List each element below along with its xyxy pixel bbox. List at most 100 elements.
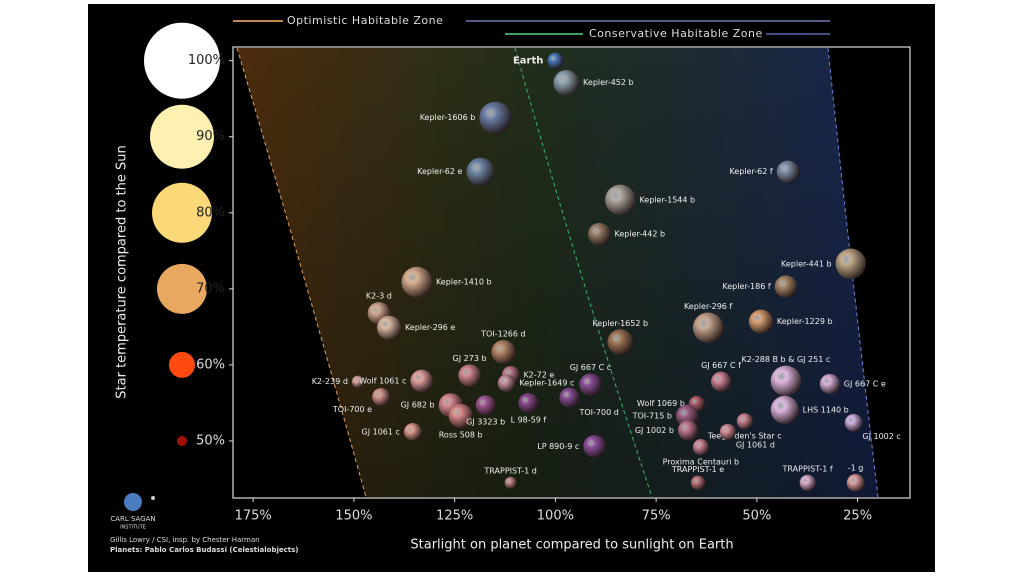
planet-label: GJ 1002 c bbox=[862, 432, 900, 441]
star-swatch bbox=[169, 351, 195, 378]
planet bbox=[692, 439, 709, 456]
planet-label: GJ 667 C c bbox=[570, 363, 611, 372]
planet-label: TRAPPIST-1 f bbox=[782, 464, 833, 473]
planet bbox=[403, 423, 422, 441]
planet-label: Kepler-62 e bbox=[417, 167, 462, 176]
planet bbox=[675, 404, 699, 428]
planet-label: GJ 3323 b bbox=[466, 418, 505, 427]
conservative-edge bbox=[514, 47, 653, 498]
planet-label: Kepler-441 b bbox=[781, 259, 832, 268]
planet-label: -1 g bbox=[848, 463, 864, 472]
planet-label: Wolf 1061 c bbox=[359, 376, 406, 385]
planet-label: Teegarden's Star c bbox=[707, 432, 782, 441]
y-axis-label: Star temperature compared to the Sun bbox=[115, 145, 130, 398]
x-tick-label: 125% bbox=[436, 509, 473, 524]
planet bbox=[579, 373, 602, 396]
planet bbox=[835, 248, 866, 279]
planet-label: Kepler-452 b bbox=[583, 78, 634, 87]
planet-label: Earth bbox=[513, 56, 543, 67]
planet-label: Kepler-1544 b bbox=[639, 195, 695, 204]
planet bbox=[547, 52, 564, 69]
x-tick-label: 25% bbox=[843, 509, 872, 524]
planet bbox=[770, 365, 802, 397]
star-swatch bbox=[152, 182, 212, 243]
logo bbox=[151, 496, 155, 500]
logo-text: CARL SAGAN bbox=[110, 515, 155, 523]
planet bbox=[583, 435, 606, 458]
planet bbox=[410, 369, 433, 393]
x-axis-label: Starlight on planet compared to sunlight… bbox=[410, 538, 733, 553]
star-swatch bbox=[157, 263, 207, 314]
planet-label: Kepler-1606 b bbox=[420, 113, 476, 122]
planet-label: TOI-1266 d bbox=[480, 329, 525, 338]
y-tick-label: 90% bbox=[196, 129, 225, 144]
planet bbox=[376, 315, 401, 340]
planet-label: Kepler-1649 c bbox=[519, 379, 574, 388]
planet bbox=[401, 266, 432, 298]
planet bbox=[351, 375, 364, 388]
logo bbox=[124, 493, 142, 511]
planet-label: GJ 667 C f bbox=[701, 361, 741, 370]
planet-label: Kepler-442 b bbox=[615, 230, 666, 239]
planet-label: Kepler-296 e bbox=[405, 323, 455, 332]
planet bbox=[774, 275, 798, 298]
planet bbox=[719, 423, 736, 440]
planet bbox=[479, 101, 512, 134]
planet-label: TOI-715 b bbox=[632, 411, 672, 420]
planet bbox=[475, 395, 496, 416]
planet bbox=[553, 69, 580, 96]
planet-label: GJ 1061 c bbox=[362, 427, 400, 436]
planet bbox=[846, 473, 865, 492]
planet-label: K2-239 d bbox=[312, 377, 348, 386]
planet bbox=[448, 403, 473, 428]
planet-label: L 98-59 f bbox=[511, 415, 547, 424]
y-tick-label: 50% bbox=[196, 433, 225, 448]
planet bbox=[607, 329, 634, 355]
planet bbox=[748, 309, 773, 334]
planet-label: GJ 667 C e bbox=[844, 379, 886, 388]
credit: Gillis Lowry / CSI, insp. by Chester Har… bbox=[110, 536, 260, 544]
logo-text: INSTITUTE bbox=[120, 525, 146, 531]
planet bbox=[799, 474, 816, 491]
planet-label: K2-3 d bbox=[366, 291, 392, 300]
x-tick-label: 75% bbox=[642, 509, 671, 524]
x-tick-label: 175% bbox=[235, 509, 272, 524]
planet bbox=[711, 371, 732, 392]
planet-label: TOI-700 d bbox=[578, 408, 618, 417]
planet bbox=[776, 160, 800, 183]
planet bbox=[491, 339, 516, 364]
planet bbox=[692, 312, 724, 343]
legend-text: Conservative Habitable Zone bbox=[589, 27, 763, 40]
planet-label: Proxima Centauri b bbox=[663, 458, 739, 467]
planet-label: GJ 682 b bbox=[401, 401, 435, 410]
legend-text: Optimistic Habitable Zone bbox=[287, 14, 443, 27]
planet-label: K2-288 B b & GJ 251 c bbox=[741, 355, 830, 364]
planet-label: TRAPPIST-1 d bbox=[483, 466, 536, 475]
planet-label: TOI-700 e bbox=[332, 405, 372, 414]
planet-label: Kepler-62 f bbox=[729, 167, 772, 176]
x-tick-label: 150% bbox=[335, 509, 372, 524]
star-swatch bbox=[150, 104, 214, 169]
planet bbox=[559, 387, 580, 408]
y-tick-label: 60% bbox=[196, 357, 225, 372]
optimistic-edge bbox=[236, 47, 367, 498]
planet bbox=[690, 475, 706, 490]
planet-label: TRAPPIST-1 e bbox=[671, 465, 724, 474]
star-swatch bbox=[177, 435, 187, 446]
planet-label: GJ 1002 b bbox=[635, 426, 674, 435]
planet-label: LP 890-9 c bbox=[537, 442, 579, 451]
y-tick-label: 100% bbox=[188, 53, 225, 68]
y-tick-label: 70% bbox=[196, 281, 225, 296]
planet-label: K2-72 e bbox=[523, 370, 554, 379]
planet bbox=[819, 373, 840, 394]
planet-label: GJ 273 b bbox=[453, 354, 487, 363]
star-swatch bbox=[144, 22, 220, 99]
planet-label: Kepler-186 f bbox=[722, 282, 770, 291]
planet bbox=[372, 388, 390, 406]
planet-label: LHS 1140 b bbox=[803, 405, 849, 414]
planet-label: Kepler-1229 b bbox=[777, 317, 833, 326]
planet bbox=[518, 392, 539, 413]
planet bbox=[504, 476, 517, 489]
x-tick-label: 100% bbox=[537, 509, 574, 524]
planet bbox=[458, 364, 481, 387]
